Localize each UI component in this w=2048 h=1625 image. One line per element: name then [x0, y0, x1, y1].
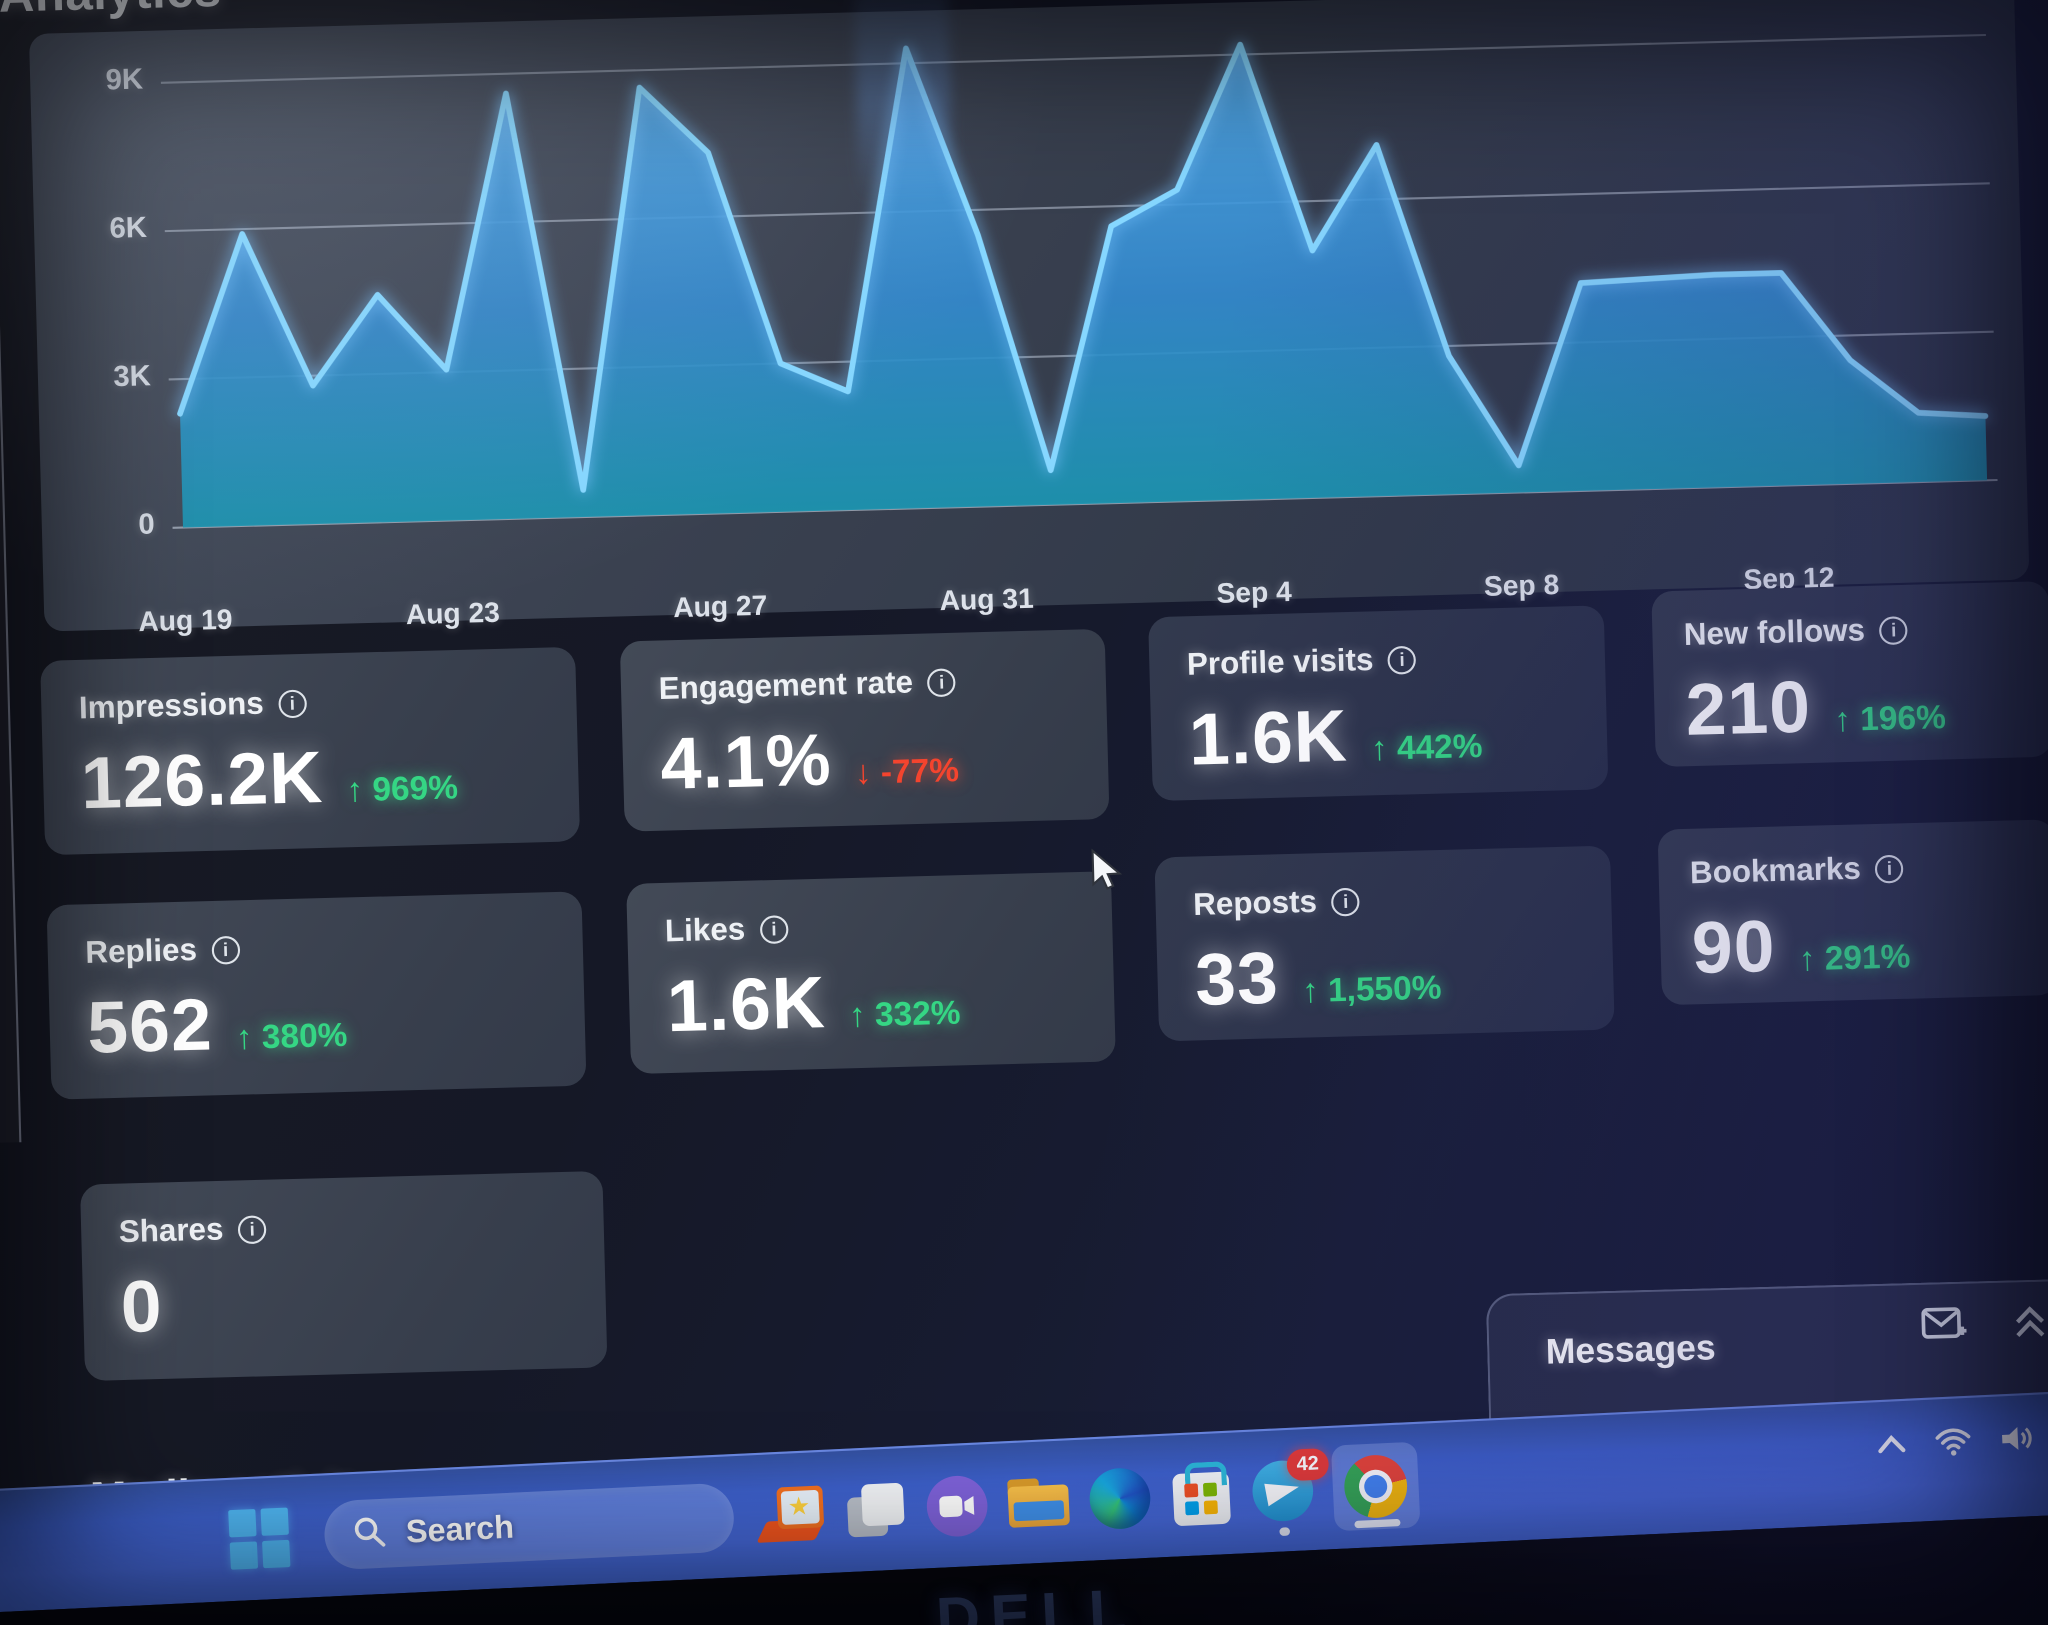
info-icon[interactable]	[1879, 615, 1909, 645]
info-icon[interactable]	[1387, 645, 1417, 675]
dell-logo: DELL	[934, 1576, 1138, 1625]
search-icon	[351, 1513, 388, 1555]
y-axis-label-6k: 6K	[109, 210, 148, 245]
x-axis-label-sep4: Sep 4	[1216, 575, 1293, 610]
y-axis-label-0: 0	[137, 507, 156, 541]
metric-delta: ↑ 442%	[1370, 726, 1483, 768]
info-icon[interactable]	[1331, 887, 1361, 917]
expand-messages-icon[interactable]	[2009, 1300, 2048, 1343]
x-axis-label-sep8: Sep 8	[1483, 568, 1560, 603]
volume-icon[interactable]	[1998, 1422, 2035, 1455]
metric-value: 210	[1684, 665, 1812, 751]
metric-card-new-follows: New follows 210 ↑ 196%	[1651, 581, 2048, 768]
metric-label: Shares	[118, 1212, 224, 1250]
x-axis-label-aug19: Aug 19	[137, 603, 233, 638]
windows-taskbar: Search	[0, 1387, 2048, 1615]
metric-label: Replies	[84, 932, 198, 971]
metric-value: 1.6K	[665, 961, 827, 1047]
metric-delta: ↑ 380%	[235, 1015, 348, 1057]
metric-card-replies: Replies 562 ↑ 380%	[46, 891, 587, 1100]
chrome-browser-icon[interactable]	[1330, 1441, 1421, 1532]
metric-card-engagement-rate: Engagement rate 4.1% ↓ -77%	[619, 628, 1110, 832]
metric-delta: ↑ 291%	[1798, 937, 1911, 978]
metric-value: 1.6K	[1187, 694, 1349, 781]
taskbar-search[interactable]: Search	[322, 1482, 736, 1571]
metric-label: New follows	[1683, 613, 1866, 653]
metric-delta: ↑ 969%	[345, 768, 459, 809]
x-axis-label-aug31: Aug 31	[939, 582, 1035, 617]
task-view-icon[interactable]	[843, 1477, 909, 1543]
metric-card-shares: Shares 0	[79, 1170, 608, 1382]
microsoft-store-icon[interactable]	[1169, 1462, 1235, 1528]
chart-line	[177, 41, 1989, 493]
metric-delta: ↑ 1,550%	[1301, 968, 1442, 1010]
info-icon[interactable]	[927, 667, 957, 697]
messages-title: Messages	[1545, 1327, 1717, 1373]
y-axis-label-3k: 3K	[112, 359, 152, 393]
info-icon[interactable]	[1875, 854, 1904, 884]
metric-label: Engagement rate	[658, 665, 914, 707]
metric-label: Impressions	[78, 686, 265, 726]
analytics-chart-card: 9K 6K 3K 0	[28, 0, 2030, 637]
x-axis-label-aug23: Aug 23	[405, 596, 501, 631]
info-icon[interactable]	[277, 688, 307, 718]
metric-card-impressions: Impressions 126.2K ↑ 969%	[40, 646, 581, 856]
info-icon[interactable]	[759, 914, 789, 944]
x-axis-label-aug27: Aug 27	[672, 589, 768, 624]
metric-card-likes: Likes 1.6K ↑ 332%	[626, 871, 1116, 1075]
wifi-icon[interactable]	[1934, 1426, 1973, 1457]
start-button[interactable]	[227, 1506, 293, 1572]
info-icon[interactable]	[237, 1214, 267, 1244]
active-app-indicator	[1354, 1518, 1401, 1529]
page-title: Analytics	[0, 0, 222, 23]
search-label: Search	[405, 1508, 515, 1550]
edge-browser-icon[interactable]	[1087, 1466, 1153, 1532]
running-app-indicator	[1279, 1527, 1291, 1537]
metric-value: 33	[1194, 936, 1280, 1021]
tray-chevron-up-icon[interactable]	[1875, 1432, 1907, 1456]
system-tray	[1875, 1419, 2048, 1461]
metric-value: 0	[119, 1265, 164, 1348]
mouse-cursor	[1090, 848, 1131, 900]
windows-logo-icon	[228, 1507, 291, 1570]
video-chat-app-icon[interactable]	[924, 1473, 990, 1539]
metric-card-reposts: Reposts 33 ↑ 1,550%	[1154, 845, 1615, 1042]
file-explorer-icon[interactable]	[1006, 1470, 1072, 1536]
metric-label: Reposts	[1192, 884, 1318, 923]
telegram-notification-badge: 42	[1286, 1447, 1330, 1482]
metric-label: Bookmarks	[1689, 851, 1862, 891]
metric-value: 126.2K	[79, 736, 325, 824]
metric-card-profile-visits: Profile visits 1.6K ↑ 442%	[1148, 605, 1609, 802]
chart-area-fill	[180, 44, 1988, 528]
telegram-icon[interactable]: 42	[1250, 1447, 1330, 1537]
metric-delta: ↓ -77%	[854, 750, 960, 792]
metric-value: 562	[86, 983, 214, 1069]
media-app-icon[interactable]	[756, 1481, 828, 1547]
taskbar-area: Search	[0, 1387, 2048, 1625]
metric-value: 90	[1690, 905, 1777, 989]
metric-delta: ↑ 332%	[848, 993, 961, 1034]
messages-panel[interactable]: Messages	[1485, 1276, 2048, 1430]
metric-value: 4.1%	[659, 718, 833, 805]
metric-label: Likes	[664, 912, 746, 949]
chart-svg	[177, 41, 1989, 528]
metric-label: Profile visits	[1186, 642, 1374, 683]
metric-delta: ↑ 196%	[1833, 697, 1947, 739]
new-message-icon[interactable]	[1921, 1302, 1968, 1345]
info-icon[interactable]	[211, 935, 241, 965]
y-axis-label-9k: 9K	[105, 62, 144, 96]
metric-card-bookmarks: Bookmarks 90 ↑ 291%	[1657, 819, 2048, 1006]
chart-plot-area: Aug 19 Aug 23 Aug 27 Aug 31 Sep 4 Sep 8 …	[138, 33, 1998, 637]
